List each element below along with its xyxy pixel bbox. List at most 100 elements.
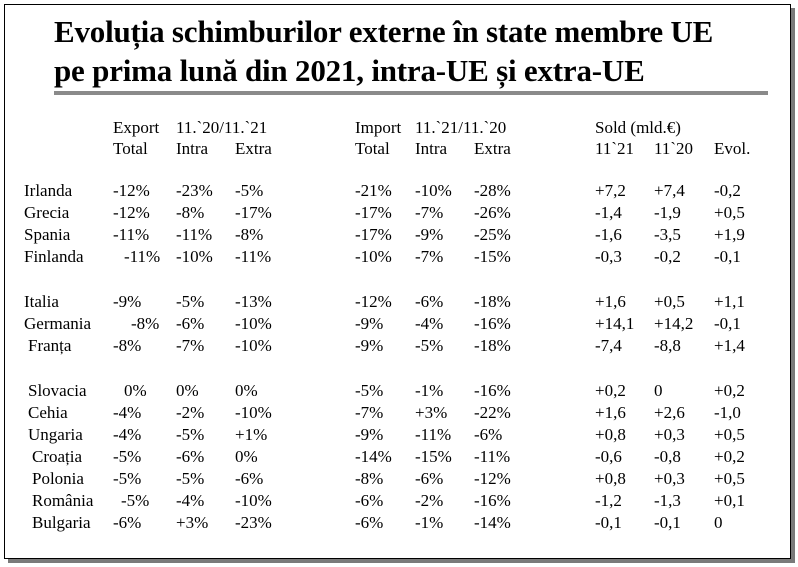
cell-sold-2020: -3,5: [654, 225, 681, 244]
cell-export-extra: -6%: [235, 469, 264, 488]
country-name: Croația: [32, 447, 83, 466]
cell-export-total: -9%: [113, 292, 142, 311]
cell-export-intra: -7%: [176, 336, 205, 355]
cell-import-total: -6%: [355, 513, 384, 532]
cell-sold-2021: +0,2: [595, 381, 626, 400]
cell-evolution: +1,1: [714, 292, 745, 311]
cell-import-extra: -16%: [474, 314, 511, 333]
cell-sold-2021: -0,6: [595, 447, 622, 466]
export-group-header: Export: [113, 118, 160, 137]
cell-sold-2021: +14,1: [595, 314, 635, 333]
cell-export-intra: -5%: [176, 425, 205, 444]
cell-sold-2021: -1,6: [595, 225, 622, 244]
cell-evolution: +0,1: [714, 491, 745, 510]
cell-import-total: -21%: [355, 181, 392, 200]
cell-import-intra: -11%: [415, 425, 452, 444]
cell-sold-2020: -8,8: [654, 336, 681, 355]
cell-import-total: -17%: [355, 203, 392, 222]
cell-evolution: -1,0: [714, 403, 741, 422]
country-name: Slovacia: [28, 381, 87, 400]
col-header-export-total: Total: [113, 139, 148, 158]
cell-export-total: -8%: [131, 314, 160, 333]
cell-import-extra: -12%: [474, 469, 511, 488]
country-name: Polonia: [32, 469, 84, 488]
cell-import-intra: -6%: [415, 292, 444, 311]
cell-evolution: +0,5: [714, 425, 745, 444]
cell-import-extra: -18%: [474, 292, 511, 311]
cell-evolution: +0,2: [714, 447, 745, 466]
cell-sold-2021: +0,8: [595, 469, 626, 488]
title-divider: [54, 91, 768, 95]
cell-import-intra: -4%: [415, 314, 444, 333]
cell-import-total: -12%: [355, 292, 392, 311]
cell-sold-2021: -1,4: [595, 203, 622, 222]
title-line-2: pe prima lună din 2021, intra-UE și extr…: [54, 53, 645, 88]
cell-export-intra: -2%: [176, 403, 205, 422]
country-name: Cehia: [28, 403, 68, 422]
cell-sold-2020: -1,9: [654, 203, 681, 222]
cell-export-extra: -8%: [235, 225, 264, 244]
cell-export-extra: +1%: [235, 425, 268, 444]
cell-export-total: -5%: [113, 469, 142, 488]
country-name: Bulgaria: [32, 513, 91, 532]
cell-export-total: -11%: [124, 247, 161, 266]
cell-import-total: -9%: [355, 336, 384, 355]
cell-export-extra: 0%: [235, 381, 258, 400]
cell-export-total: -5%: [113, 447, 142, 466]
cell-import-total: -17%: [355, 225, 392, 244]
cell-sold-2020: +0,3: [654, 469, 685, 488]
cell-import-total: -9%: [355, 314, 384, 333]
country-name: Irlanda: [24, 181, 73, 200]
cell-export-total: -8%: [113, 336, 142, 355]
cell-evolution: -0,1: [714, 247, 741, 266]
cell-import-extra: -25%: [474, 225, 511, 244]
cell-sold-2021: +0,8: [595, 425, 626, 444]
export-period-header: 11.`20/11.`21: [176, 118, 268, 137]
cell-import-intra: +3%: [415, 403, 448, 422]
col-header-import-total: Total: [355, 139, 390, 158]
col-header-sold-2021: 11`21: [595, 139, 635, 158]
cell-export-extra: -10%: [235, 336, 272, 355]
cell-export-intra: +3%: [176, 513, 209, 532]
page-title: Evoluția schimburilor externe în state m…: [54, 12, 713, 90]
col-header-sold-2020: 11`20: [654, 139, 694, 158]
cell-export-total: -11%: [113, 225, 150, 244]
cell-sold-2020: 0: [654, 381, 663, 400]
cell-export-total: -6%: [113, 513, 142, 532]
cell-import-intra: -2%: [415, 491, 444, 510]
cell-export-extra: -10%: [235, 491, 272, 510]
cell-export-extra: -10%: [235, 314, 272, 333]
cell-import-extra: -26%: [474, 203, 511, 222]
cell-export-extra: -5%: [235, 181, 264, 200]
cell-evolution: +0,2: [714, 381, 745, 400]
cell-sold-2021: -0,3: [595, 247, 622, 266]
cell-import-intra: -10%: [415, 181, 452, 200]
cell-import-intra: -15%: [415, 447, 452, 466]
cell-export-extra: -10%: [235, 403, 272, 422]
cell-import-total: -10%: [355, 247, 392, 266]
cell-sold-2020: -1,3: [654, 491, 681, 510]
country-name: Italia: [24, 292, 59, 311]
cell-sold-2020: +0,3: [654, 425, 685, 444]
cell-import-extra: -16%: [474, 491, 511, 510]
cell-import-intra: -6%: [415, 469, 444, 488]
cell-export-intra: -23%: [176, 181, 213, 200]
cell-export-total: -4%: [113, 403, 142, 422]
col-header-evolution: Evol.: [714, 139, 751, 158]
cell-export-total: 0%: [124, 381, 147, 400]
cell-evolution: +1,9: [714, 225, 745, 244]
cell-import-total: -7%: [355, 403, 384, 422]
cell-export-total: -4%: [113, 425, 142, 444]
cell-sold-2020: -0,8: [654, 447, 681, 466]
title-line-1: Evoluția schimburilor externe în state m…: [54, 14, 714, 49]
cell-evolution: -0,2: [714, 181, 741, 200]
cell-import-extra: -28%: [474, 181, 511, 200]
cell-import-total: -14%: [355, 447, 392, 466]
country-name: Spania: [24, 225, 71, 244]
cell-import-intra: -1%: [415, 513, 444, 532]
cell-export-total: -5%: [121, 491, 150, 510]
cell-import-extra: -18%: [474, 336, 511, 355]
cell-export-intra: -4%: [176, 491, 205, 510]
cell-export-extra: -11%: [235, 247, 272, 266]
cell-import-intra: -1%: [415, 381, 444, 400]
